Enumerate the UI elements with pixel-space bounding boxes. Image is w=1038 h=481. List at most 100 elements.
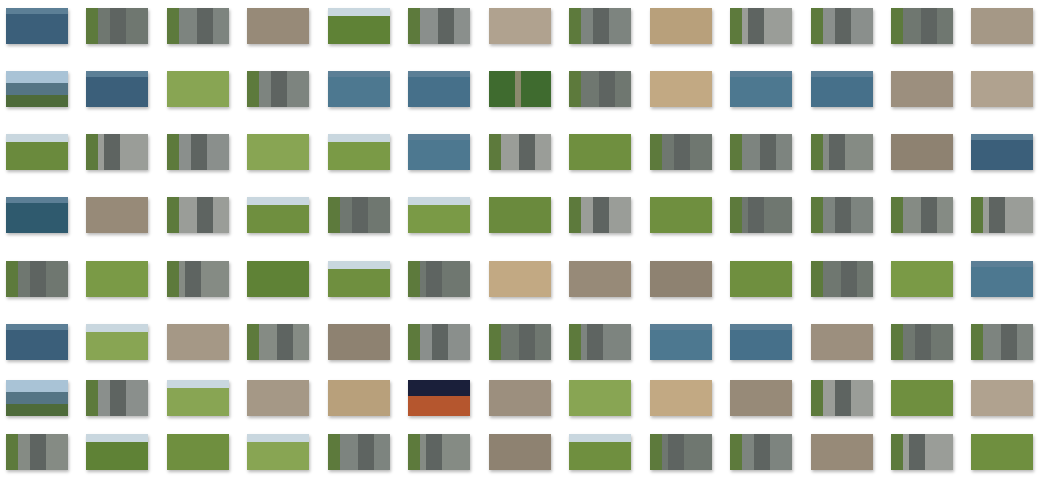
video-thumbnail[interactable] — [730, 8, 792, 44]
video-thumbnail[interactable] — [408, 434, 470, 470]
video-thumbnail[interactable] — [167, 380, 229, 416]
video-thumbnail[interactable] — [408, 380, 470, 416]
video-thumbnail[interactable] — [730, 261, 792, 297]
video-thumbnail[interactable] — [408, 261, 470, 297]
video-thumbnail[interactable] — [650, 8, 712, 44]
video-thumbnail[interactable] — [650, 434, 712, 470]
video-thumbnail[interactable] — [247, 197, 309, 233]
video-thumbnail[interactable] — [489, 261, 551, 297]
video-thumbnail[interactable] — [650, 261, 712, 297]
video-thumbnail[interactable] — [891, 380, 953, 416]
video-thumbnail[interactable] — [971, 8, 1033, 44]
video-thumbnail[interactable] — [408, 134, 470, 170]
video-thumbnail[interactable] — [6, 324, 68, 360]
video-thumbnail[interactable] — [489, 197, 551, 233]
video-thumbnail[interactable] — [569, 197, 631, 233]
video-thumbnail[interactable] — [489, 134, 551, 170]
video-thumbnail[interactable] — [730, 380, 792, 416]
video-thumbnail[interactable] — [811, 197, 873, 233]
video-thumbnail[interactable] — [811, 8, 873, 44]
video-thumbnail[interactable] — [650, 197, 712, 233]
video-thumbnail[interactable] — [971, 71, 1033, 107]
video-thumbnail[interactable] — [167, 261, 229, 297]
video-thumbnail[interactable] — [6, 71, 68, 107]
video-thumbnail[interactable] — [569, 324, 631, 360]
video-thumbnail[interactable] — [891, 134, 953, 170]
video-thumbnail[interactable] — [6, 434, 68, 470]
video-thumbnail[interactable] — [86, 434, 148, 470]
video-thumbnail[interactable] — [6, 261, 68, 297]
video-thumbnail[interactable] — [247, 434, 309, 470]
video-thumbnail[interactable] — [6, 134, 68, 170]
video-thumbnail[interactable] — [811, 434, 873, 470]
video-thumbnail[interactable] — [730, 197, 792, 233]
video-thumbnail[interactable] — [167, 134, 229, 170]
video-thumbnail[interactable] — [489, 434, 551, 470]
video-thumbnail[interactable] — [650, 134, 712, 170]
video-thumbnail[interactable] — [328, 324, 390, 360]
video-thumbnail[interactable] — [86, 324, 148, 360]
video-thumbnail[interactable] — [247, 324, 309, 360]
video-thumbnail[interactable] — [247, 261, 309, 297]
video-thumbnail[interactable] — [247, 71, 309, 107]
video-thumbnail[interactable] — [811, 134, 873, 170]
video-thumbnail[interactable] — [6, 380, 68, 416]
video-thumbnail[interactable] — [328, 8, 390, 44]
video-thumbnail[interactable] — [650, 380, 712, 416]
video-thumbnail[interactable] — [408, 324, 470, 360]
video-thumbnail[interactable] — [489, 324, 551, 360]
video-thumbnail[interactable] — [730, 134, 792, 170]
video-thumbnail[interactable] — [971, 261, 1033, 297]
video-thumbnail[interactable] — [811, 324, 873, 360]
video-thumbnail[interactable] — [6, 197, 68, 233]
video-thumbnail[interactable] — [408, 71, 470, 107]
video-thumbnail[interactable] — [569, 380, 631, 416]
video-thumbnail[interactable] — [6, 8, 68, 44]
video-thumbnail[interactable] — [167, 71, 229, 107]
video-thumbnail[interactable] — [730, 71, 792, 107]
video-thumbnail[interactable] — [569, 8, 631, 44]
video-thumbnail[interactable] — [489, 8, 551, 44]
video-thumbnail[interactable] — [971, 380, 1033, 416]
video-thumbnail[interactable] — [971, 434, 1033, 470]
video-thumbnail[interactable] — [811, 71, 873, 107]
video-thumbnail[interactable] — [86, 8, 148, 44]
video-thumbnail[interactable] — [247, 380, 309, 416]
video-thumbnail[interactable] — [811, 261, 873, 297]
video-thumbnail[interactable] — [489, 71, 551, 107]
video-thumbnail[interactable] — [328, 434, 390, 470]
video-thumbnail[interactable] — [569, 134, 631, 170]
video-thumbnail[interactable] — [489, 380, 551, 416]
video-thumbnail[interactable] — [167, 8, 229, 44]
video-thumbnail[interactable] — [891, 324, 953, 360]
video-thumbnail[interactable] — [971, 134, 1033, 170]
video-thumbnail[interactable] — [167, 197, 229, 233]
video-thumbnail[interactable] — [971, 197, 1033, 233]
video-thumbnail[interactable] — [328, 134, 390, 170]
video-thumbnail[interactable] — [730, 434, 792, 470]
video-thumbnail[interactable] — [569, 261, 631, 297]
video-thumbnail[interactable] — [328, 380, 390, 416]
video-thumbnail[interactable] — [408, 197, 470, 233]
video-thumbnail[interactable] — [86, 197, 148, 233]
video-thumbnail[interactable] — [167, 324, 229, 360]
video-thumbnail[interactable] — [650, 324, 712, 360]
video-thumbnail[interactable] — [247, 134, 309, 170]
video-thumbnail[interactable] — [891, 434, 953, 470]
video-thumbnail[interactable] — [328, 261, 390, 297]
video-thumbnail[interactable] — [891, 8, 953, 44]
video-thumbnail[interactable] — [86, 71, 148, 107]
video-thumbnail[interactable] — [891, 197, 953, 233]
video-thumbnail[interactable] — [167, 434, 229, 470]
video-thumbnail[interactable] — [650, 71, 712, 107]
video-thumbnail[interactable] — [328, 197, 390, 233]
video-thumbnail[interactable] — [971, 324, 1033, 360]
video-thumbnail[interactable] — [86, 134, 148, 170]
video-thumbnail[interactable] — [891, 71, 953, 107]
video-thumbnail[interactable] — [408, 8, 470, 44]
video-thumbnail[interactable] — [328, 71, 390, 107]
video-thumbnail[interactable] — [730, 324, 792, 360]
video-thumbnail[interactable] — [86, 261, 148, 297]
video-thumbnail[interactable] — [811, 380, 873, 416]
video-thumbnail[interactable] — [247, 8, 309, 44]
